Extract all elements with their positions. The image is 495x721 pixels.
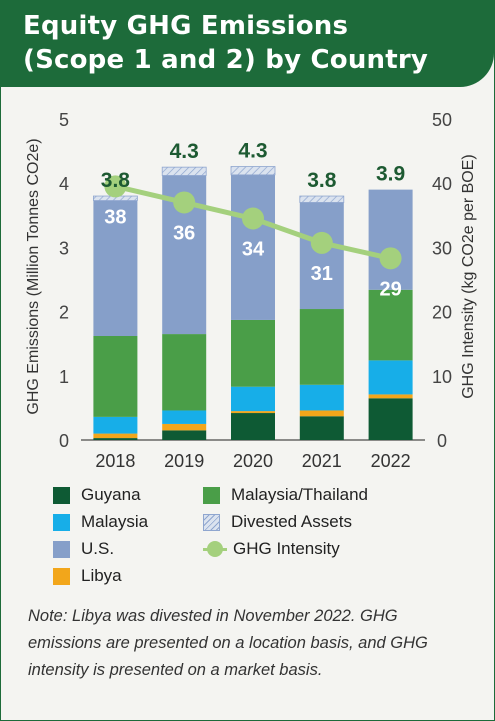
bar-segment-divested <box>161 166 207 176</box>
bar-segment-divested <box>230 166 276 176</box>
y2-tick-label: 0 <box>437 431 447 451</box>
bar-segment-malaysia-thailand <box>231 319 275 387</box>
y2-tick-label: 50 <box>432 110 452 130</box>
intensity-value-label: 34 <box>242 239 265 261</box>
bar-segment-malaysia-thailand <box>162 334 207 411</box>
y-tick-label: 5 <box>59 110 69 130</box>
bar-segment-malaysia <box>368 360 413 395</box>
bar-segment-guyana <box>299 416 344 440</box>
bar-segment-libya <box>299 410 344 417</box>
chart-title-line-2: (Scope 1 and 2) by Country <box>23 45 429 75</box>
x-tick-label: 2022 <box>371 451 411 471</box>
intensity-point <box>379 247 402 270</box>
y-axis-title: GHG Emissions (Million Tonnes CO2e) <box>25 138 42 414</box>
legend-label: U.S. <box>81 539 115 558</box>
bar-segment-malaysia-thailand <box>93 335 138 417</box>
legend-label: Libya <box>81 566 122 585</box>
y2-axis-title: GHG Intensity (kg CO2e per BOE) <box>460 154 477 399</box>
chart-note: Note: Libya was divested in November 202… <box>28 607 428 679</box>
bar-segment-malaysia-thailand <box>299 309 344 385</box>
bar-segment-us <box>93 200 138 336</box>
bar-segment-guyana <box>162 430 207 440</box>
intensity-line-layer <box>104 175 402 270</box>
bar-segment-us <box>368 189 413 290</box>
y-tick-label: 1 <box>59 367 69 387</box>
legend-swatch-malaysia <box>53 513 70 531</box>
y2-tick-label: 20 <box>432 303 452 323</box>
chart-title-line-1: Equity GHG Emissions <box>23 11 349 41</box>
intensity-point <box>310 231 333 254</box>
y2-tick-label: 40 <box>432 174 452 194</box>
bar-segment-malaysia <box>93 416 138 434</box>
bar-segment-libya <box>162 423 207 431</box>
bar-segment-divested <box>299 195 345 203</box>
intensity-point <box>242 207 264 230</box>
legend-swatch-malaysia-thailand <box>203 486 220 504</box>
y-tick-label: 2 <box>59 303 69 323</box>
bar-segment-libya <box>93 433 138 439</box>
intensity-point <box>104 175 127 198</box>
legend-swatch-guyana <box>53 486 70 504</box>
legend-label: Guyana <box>81 485 141 504</box>
x-tick-label: 2021 <box>302 451 342 471</box>
bar-total-label: 3.9 <box>376 163 405 186</box>
intensity-point <box>173 191 196 214</box>
intensity-value-label: 36 <box>173 222 195 244</box>
legend-item-libya: Libya <box>53 566 122 586</box>
bar-total-label: 4.3 <box>238 140 267 163</box>
legend-swatch-us <box>53 540 70 558</box>
legend-label: Divested Assets <box>231 512 352 531</box>
y2-tick-label: 30 <box>432 238 452 258</box>
y-tick-label: 4 <box>59 174 69 194</box>
bar-segment-us <box>299 202 344 310</box>
x-tick-label: 2020 <box>233 451 273 471</box>
x-tick-label: 2018 <box>95 451 135 471</box>
legend-item-divested: Divested Assets <box>203 512 352 532</box>
bars-layer <box>93 166 413 440</box>
y-tick-label: 3 <box>59 238 69 258</box>
chart-header: Equity GHG Emissions (Scope 1 and 2) by … <box>1 1 494 87</box>
x-tick-label: 2019 <box>164 451 204 471</box>
legend-label: Malaysia/Thailand <box>231 485 369 504</box>
bar-segment-guyana <box>93 438 138 440</box>
legend-item-malaysia-thailand: Malaysia/Thailand <box>203 485 368 505</box>
y2-tick-label: 10 <box>432 367 452 387</box>
legend-swatch-intensity <box>203 540 227 558</box>
y-tick-label: 0 <box>59 431 69 451</box>
bar-segment-malaysia-thailand <box>368 289 413 361</box>
legend-label: GHG Intensity <box>233 539 340 558</box>
bar-segment-libya <box>231 411 275 414</box>
intensity-value-label: 31 <box>311 263 333 285</box>
legend-item-intensity: GHG Intensity <box>203 539 340 559</box>
bar-segment-guyana <box>368 398 413 440</box>
bar-segment-us <box>231 174 275 320</box>
intensity-value-label: 38 <box>104 206 126 228</box>
legend-swatch-libya <box>53 567 70 585</box>
legend-item-malaysia: Malaysia <box>53 512 148 532</box>
bar-total-label: 3.8 <box>307 169 337 192</box>
bar-total-label: 4.3 <box>170 140 199 163</box>
labels-layer: 3.8 2018 4.3 2019 4.3 2020 3.8 2021 3.9 2022 38 36 3… <box>95 140 410 471</box>
intensity-value-label: 29 <box>379 278 401 300</box>
bar-segment-guyana <box>231 413 275 440</box>
bar-segment-malaysia <box>162 410 207 424</box>
bar-segment-malaysia <box>299 384 344 411</box>
bar-segment-libya <box>368 394 413 399</box>
bar-total-label: 3.8 <box>101 169 131 192</box>
legend-item-guyana: Guyana <box>53 485 141 505</box>
chart-legend: Guyana Malaysia/Thailand Malaysia Divested … <box>53 485 473 595</box>
legend-label: Malaysia <box>81 512 149 531</box>
legend-swatch-divested <box>203 513 220 531</box>
legend-item-us: U.S. <box>53 539 114 559</box>
bar-segment-malaysia <box>231 386 275 412</box>
